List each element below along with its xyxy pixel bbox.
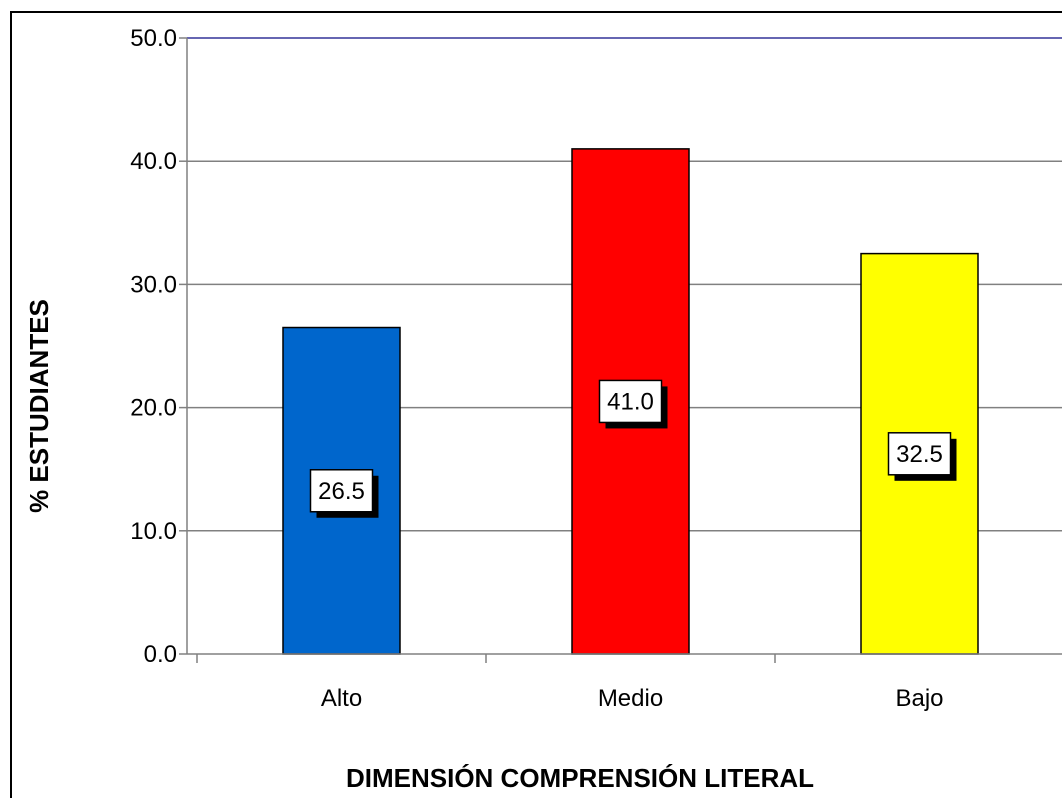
data-label-bajo: 32.5 (896, 441, 943, 468)
y-axis-title: % ESTUDIANTES (24, 299, 54, 513)
x-category-label: Medio (598, 685, 663, 712)
data-label-alto: 26.5 (318, 478, 365, 505)
axes: 0.0 10.0 20.0 30.0 40.0 50.0 Alto Medio Bajo (130, 25, 1062, 712)
data-labels: 26.5 41.0 32.5 (309, 379, 957, 518)
x-axis-title: DIMENSIÓN COMPRENSIÓN LITERAL (346, 763, 814, 793)
data-label-medio: 41.0 (607, 388, 654, 415)
data-label-box (309, 469, 374, 513)
y-tick-label: 30.0 (130, 271, 177, 298)
y-tick-label: 0.0 (144, 641, 177, 668)
y-tick-label: 20.0 (130, 395, 177, 422)
data-label-box (598, 379, 663, 424)
x-category-label: Bajo (895, 685, 943, 712)
x-category-label: Alto (321, 685, 362, 712)
data-label-box (887, 432, 952, 476)
y-tick-label: 10.0 (130, 518, 177, 545)
y-tick-label: 50.0 (130, 25, 177, 52)
y-tick-label: 40.0 (130, 148, 177, 175)
